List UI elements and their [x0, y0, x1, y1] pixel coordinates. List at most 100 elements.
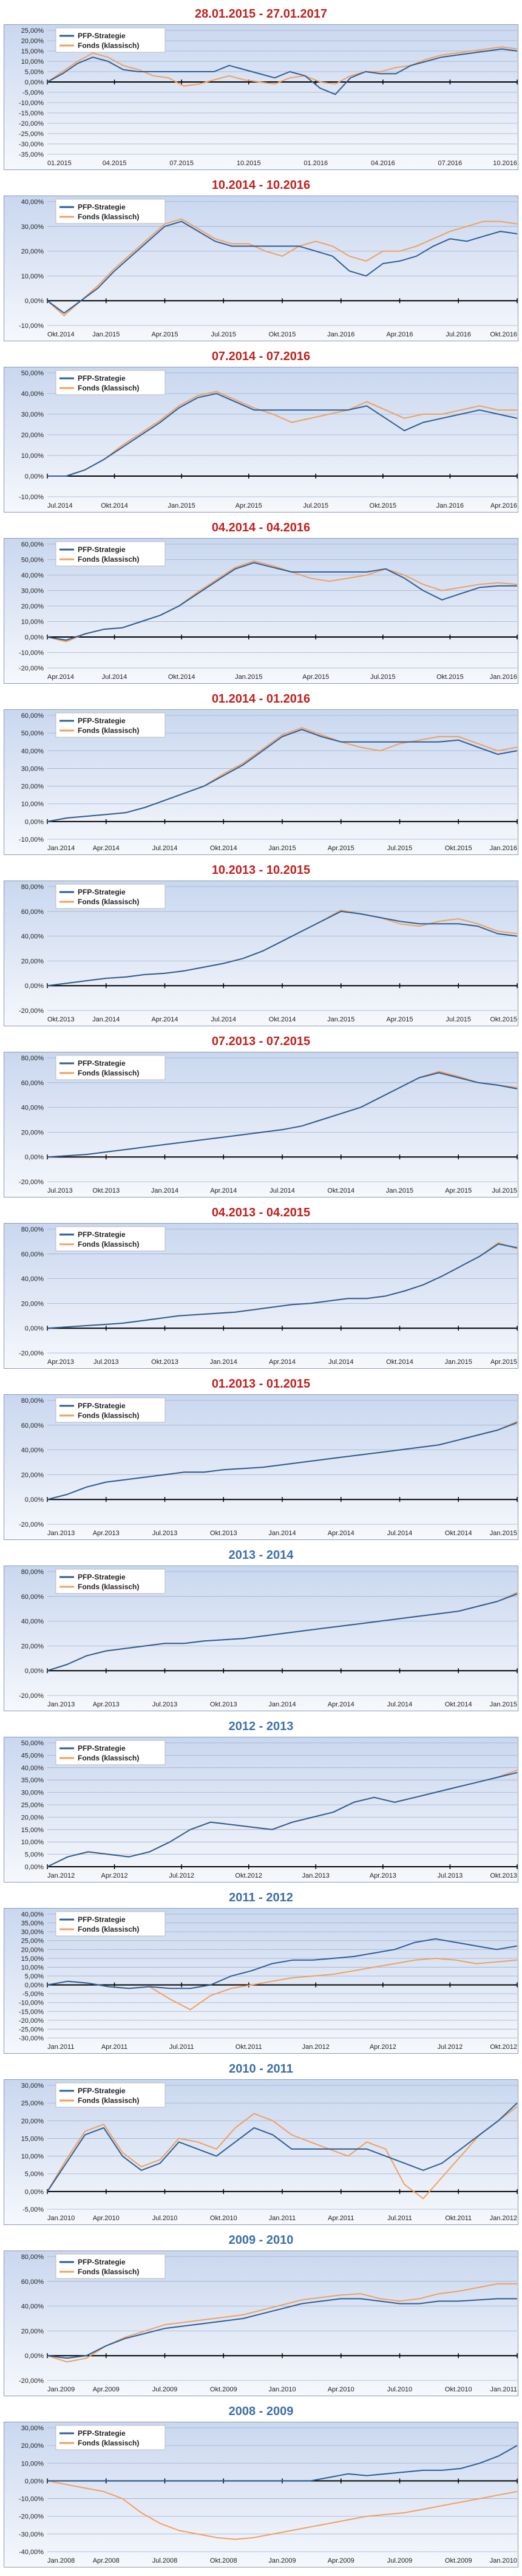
- x-tick-label: Jul.2015: [303, 502, 328, 509]
- y-tick-label: 20,00%: [21, 783, 44, 791]
- chart-panel: 01.2013 - 01.2015 -20,00% 0,00% 20,00% 40,00…: [0, 1377, 522, 1549]
- x-tick-label: Apr.2013: [47, 1358, 74, 1366]
- x-tick-label: Apr.2014: [93, 845, 120, 852]
- line-chart: -10,00% 0,00% 10,00% 20,00% 30,00% 40,00% 50,0…: [4, 709, 518, 855]
- x-tick-label: Apr.2009: [328, 2557, 354, 2564]
- y-tick-label: 10,00%: [21, 1964, 44, 1971]
- x-tick-label: Jul.2012: [438, 2043, 463, 2051]
- x-tick-label: Apr.2016: [386, 331, 413, 338]
- x-tick-label: Apr.2014: [328, 1530, 354, 1537]
- x-tick-label: Okt.2010: [445, 2386, 472, 2393]
- series-line-fonds-klassisch: [47, 2480, 518, 2540]
- y-tick-label: -10,00%: [19, 100, 44, 107]
- x-tick-label: Jan.2011: [47, 2043, 74, 2051]
- chart-panel: 28.01.2015 - 27.01.2017 -35,00% -30,00% -25…: [0, 7, 522, 179]
- y-tick-label: 10,00%: [21, 801, 44, 808]
- x-tick-label: Okt.2012: [235, 1872, 262, 1879]
- series-line-pfp-strategie: [47, 1243, 518, 1329]
- x-tick-label: Jan.2012: [302, 2043, 330, 2051]
- x-tick-label: Apr.2012: [101, 1872, 128, 1879]
- y-tick-label: 15,00%: [21, 1955, 44, 1963]
- y-tick-label: -20,00%: [19, 120, 44, 128]
- x-tick-label: Jul.2009: [387, 2557, 413, 2564]
- y-tick-label: -20,00%: [19, 1692, 44, 1700]
- legend-label: Fonds (klassisch): [78, 41, 139, 50]
- legend-label: Fonds (klassisch): [78, 2096, 139, 2105]
- y-tick-label: 40,00%: [21, 1447, 44, 1454]
- x-tick-label: Jan.2015: [268, 845, 296, 852]
- x-tick-label: Jul.2014: [269, 1187, 295, 1194]
- x-tick-label: Okt.2014: [269, 1016, 296, 1023]
- y-tick-label: 40,00%: [21, 748, 44, 755]
- chart-panel: 10.2013 - 10.2015 -20,00% 0,00% 20,00% 40,00…: [0, 864, 522, 1035]
- x-tick-label: 01.2016: [303, 160, 328, 167]
- x-tick-label: Jul.2011: [169, 2043, 194, 2051]
- x-tick-label: Okt.2014: [386, 1358, 413, 1366]
- y-tick-label: -10,00%: [19, 2000, 44, 2007]
- x-tick-label: Okt.2011: [236, 2043, 262, 2051]
- legend-label: PFP-Strategie: [78, 2429, 126, 2438]
- x-tick-label: 10.2015: [237, 160, 261, 167]
- chart-title: 07.2013 - 07.2015: [211, 1035, 311, 1048]
- line-chart: -40,00% -30,00% -20,00% -10,00% 0,00% 10,00% 2…: [4, 2422, 518, 2567]
- x-tick-label: Apr.2013: [93, 1530, 120, 1537]
- legend-label: Fonds (klassisch): [78, 726, 139, 735]
- y-tick-label: 0,00%: [25, 1154, 44, 1161]
- y-tick-label: -10,00%: [19, 494, 44, 501]
- y-tick-label: -5,00%: [22, 89, 44, 97]
- x-tick-label: Jul.2014: [328, 1358, 354, 1366]
- x-tick-label: Jul.2015: [446, 1016, 471, 1023]
- x-tick-label: Jul.2015: [492, 1187, 517, 1194]
- chart-panel: 2009 - 2010 -20,00% 0,00% 20,00% 40,00% 60,00…: [0, 2234, 522, 2405]
- x-tick-label: Okt.2013: [151, 1358, 178, 1366]
- legend-box: [55, 884, 166, 909]
- x-tick-label: Okt.2008: [210, 2557, 237, 2564]
- y-tick-label: 20,00%: [21, 2328, 44, 2335]
- x-tick-label: Jul.2015: [387, 845, 413, 852]
- y-tick-label: -20,00%: [19, 1179, 44, 1186]
- x-tick-label: Okt.2015: [436, 673, 464, 681]
- x-tick-label: Jan.2016: [490, 845, 517, 852]
- x-tick-label: Jan.2014: [210, 1358, 237, 1366]
- y-tick-label: 20,00%: [21, 38, 44, 45]
- x-tick-label: Okt.2010: [210, 2215, 237, 2222]
- line-chart: -20,00% -10,00% 0,00% 10,00% 20,00% 30,00% 40,…: [4, 538, 518, 684]
- y-tick-label: 30,00%: [21, 411, 44, 418]
- x-tick-label: Okt.2014: [168, 673, 195, 681]
- y-tick-label: 0,00%: [25, 819, 44, 826]
- x-tick-label: Okt.2015: [269, 331, 296, 338]
- y-tick-label: 50,00%: [21, 1740, 44, 1747]
- x-tick-label: Jan.2014: [268, 1701, 296, 1708]
- chart-title: 28.01.2015 - 27.01.2017: [195, 7, 327, 21]
- y-tick-label: 40,00%: [21, 933, 44, 941]
- y-tick-label: 20,00%: [21, 603, 44, 610]
- y-tick-label: 0,00%: [25, 2353, 44, 2360]
- y-tick-label: 60,00%: [21, 908, 44, 916]
- chart-panel: 04.2014 - 04.2016 -20,00% -10,00% 0,00% 10,0…: [0, 521, 522, 692]
- x-tick-label: Apr.2011: [328, 2215, 354, 2222]
- y-tick-label: 40,00%: [21, 1105, 44, 1112]
- x-tick-label: Jul.2008: [152, 2557, 178, 2564]
- y-tick-label: 5,00%: [25, 69, 44, 76]
- y-tick-label: 0,00%: [25, 1496, 44, 1504]
- series-line-pfp-strategie: [47, 729, 518, 822]
- y-tick-label: 60,00%: [21, 712, 44, 720]
- y-tick-label: 60,00%: [21, 1251, 44, 1258]
- y-tick-label: -20,00%: [19, 2017, 44, 2025]
- line-chart: -20,00% 0,00% 20,00% 40,00% 60,00% 80,00% Jan.…: [4, 1566, 518, 1711]
- chart-title: 2008 - 2009: [228, 2405, 294, 2418]
- legend-label: PFP-Strategie: [78, 1744, 126, 1753]
- series-line-pfp-strategie: [47, 1422, 518, 1501]
- y-tick-label: 20,00%: [21, 958, 44, 965]
- chart-title: 01.2013 - 01.2015: [211, 1377, 311, 1391]
- line-chart: -20,00% 0,00% 20,00% 40,00% 60,00% 80,00% Okt.…: [4, 881, 518, 1026]
- y-tick-label: 40,00%: [21, 1618, 44, 1626]
- legend-label: Fonds (klassisch): [78, 384, 139, 392]
